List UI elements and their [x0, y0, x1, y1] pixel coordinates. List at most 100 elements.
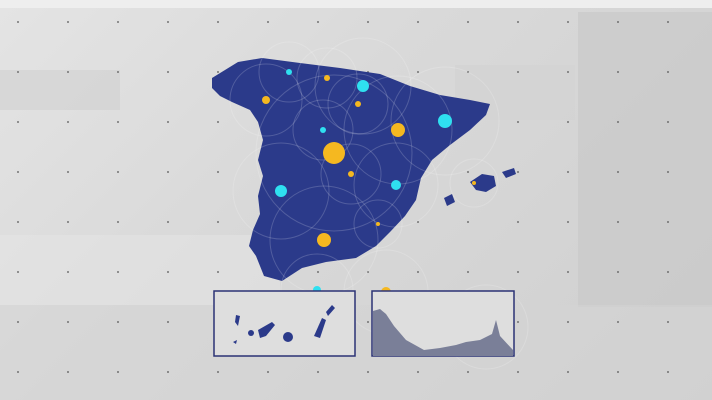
yellow-marker: [376, 222, 380, 226]
grid-dot: [167, 271, 169, 273]
grid-dot: [67, 221, 69, 223]
cyan-marker: [391, 180, 401, 190]
grid-dot: [67, 271, 69, 273]
grid-dot: [367, 321, 369, 323]
grid-dot: [167, 321, 169, 323]
grid-dot: [667, 321, 669, 323]
grid-dot: [617, 271, 619, 273]
marker-ring: [390, 66, 500, 176]
grid-dot: [567, 21, 569, 23]
grid-dot: [617, 71, 619, 73]
grid-dot: [267, 371, 269, 373]
grid-dot: [567, 371, 569, 373]
grid-dot: [17, 371, 19, 373]
marker-ring: [229, 63, 303, 137]
grid-dot: [367, 371, 369, 373]
grid-dot: [517, 271, 519, 273]
grid-dot: [217, 171, 219, 173]
grid-dot: [467, 71, 469, 73]
grid-dot: [167, 171, 169, 173]
grid-dot: [617, 21, 619, 23]
grid-dot: [517, 71, 519, 73]
grid-dot: [617, 371, 619, 373]
yellow-marker: [323, 142, 345, 164]
yellow-marker: [324, 75, 330, 81]
grid-dot: [517, 371, 519, 373]
mallorca: [470, 174, 496, 192]
grid-dot: [467, 271, 469, 273]
grid-dot: [117, 171, 119, 173]
grid-dot: [417, 21, 419, 23]
marker-ring: [327, 73, 389, 135]
grid-dot: [217, 21, 219, 23]
grid-dot: [467, 221, 469, 223]
grid-dot: [67, 121, 69, 123]
grid-dot: [667, 271, 669, 273]
grid-dot: [517, 21, 519, 23]
grid-dot: [667, 121, 669, 123]
grid-dot: [417, 221, 419, 223]
yellow-marker: [391, 123, 405, 137]
grid-dot: [567, 71, 569, 73]
grid-dot: [67, 71, 69, 73]
grid-dot: [117, 121, 119, 123]
spain-mainland: [212, 58, 490, 281]
grid-dot: [417, 71, 419, 73]
grid-dot: [367, 271, 369, 273]
grid-dot: [667, 171, 669, 173]
cyan-marker: [275, 185, 287, 197]
grid-dot: [617, 221, 619, 223]
grid-dot: [667, 21, 669, 23]
ibiza: [444, 194, 455, 206]
cyan-marker: [286, 69, 292, 75]
cyan-marker: [357, 80, 369, 92]
grid-dot: [67, 21, 69, 23]
grid-dot: [617, 171, 619, 173]
cyan-marker: [438, 114, 452, 128]
grid-dot: [117, 371, 119, 373]
grid-dot: [217, 121, 219, 123]
yellow-marker: [472, 181, 476, 185]
grid-dot: [217, 221, 219, 223]
grid-dot: [17, 171, 19, 173]
grid-dot: [17, 221, 19, 223]
grid-dot: [167, 121, 169, 123]
grid-dot: [667, 371, 669, 373]
grid-dot: [67, 171, 69, 173]
grid-dot: [667, 221, 669, 223]
grid-dot: [567, 221, 569, 223]
grid-dot: [167, 71, 169, 73]
grid-dot: [567, 321, 569, 323]
grid-dot: [317, 21, 319, 23]
grid-dot: [317, 271, 319, 273]
marker-ring: [292, 99, 354, 161]
marker-ring: [258, 41, 320, 103]
grid-dot: [267, 21, 269, 23]
yellow-marker: [262, 96, 270, 104]
grid-dot: [217, 271, 219, 273]
marker-ring: [296, 47, 358, 109]
cyan-marker: [320, 127, 326, 133]
grid-dot: [667, 71, 669, 73]
marker-ring: [320, 143, 382, 205]
grid-dot: [567, 171, 569, 173]
marker-ring: [449, 158, 499, 208]
grid-dot: [467, 21, 469, 23]
grid-dot: [167, 221, 169, 223]
grid-dot: [417, 271, 419, 273]
grid-dot: [217, 71, 219, 73]
grid-dot: [17, 71, 19, 73]
marker-ring: [353, 142, 439, 228]
grid-dot: [367, 21, 369, 23]
grid-dot: [567, 271, 569, 273]
grid-dot: [467, 171, 469, 173]
grid-dot: [467, 371, 469, 373]
grid-dot: [17, 21, 19, 23]
grid-dot: [67, 321, 69, 323]
grid-dot: [67, 371, 69, 373]
grid-dot: [117, 271, 119, 273]
grid-dot: [17, 321, 19, 323]
marker-ring: [314, 37, 412, 135]
